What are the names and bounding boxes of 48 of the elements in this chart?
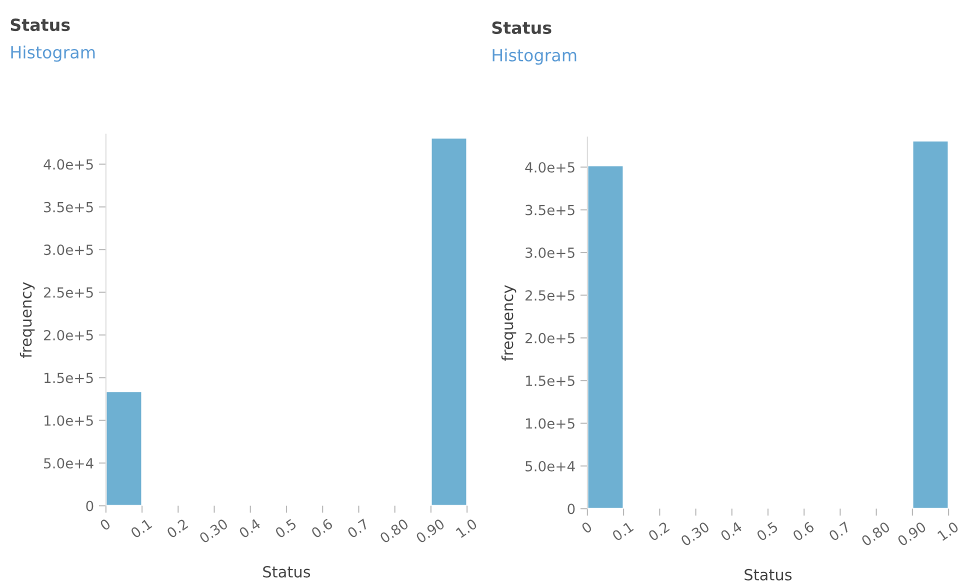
x-tick-label: 0.90: [896, 521, 927, 546]
y-axis-title: frequency: [501, 285, 516, 361]
x-tick-label: 0.1: [130, 518, 152, 538]
x-tick-label: 0.4: [238, 518, 262, 538]
y-tick-label: 2.0e+5: [44, 330, 93, 340]
x-tick-label: 0.7: [828, 521, 851, 542]
x-tick-label: 0: [580, 521, 593, 534]
y-tick-label: 5.0e+4: [526, 460, 575, 472]
x-tick-label: 0.30: [680, 521, 710, 546]
y-tick-label: 4.0e+5: [44, 159, 93, 170]
y-axis-title: frequency: [20, 282, 35, 358]
x-tick-label: 0.7: [346, 518, 370, 538]
x-tick-label: 0.2: [648, 521, 670, 542]
y-tick-label: 2.5e+5: [526, 290, 574, 301]
y-tick-label: 1.5e+5: [44, 372, 93, 384]
chart-title: Status: [492, 21, 552, 34]
x-tick-label: 0.90: [415, 518, 446, 544]
x-tick-label: 0.2: [166, 518, 188, 538]
y-tick-label: 2.0e+5: [526, 332, 574, 344]
x-tick-label: 1.0: [456, 518, 478, 538]
x-tick-label: 0.6: [792, 521, 815, 542]
x-tick-label: 0.1: [612, 521, 634, 542]
y-tick-label: 1.5e+5: [526, 376, 574, 386]
chart-subtitle: Histogram: [492, 48, 576, 65]
y-tick-label: 3.5e+5: [44, 202, 93, 212]
y-tick-label: 3.0e+5: [44, 244, 93, 256]
x-tick-label: 0.80: [379, 518, 410, 544]
x-axis-title: Status: [263, 566, 310, 578]
x-tick-label: 0.5: [274, 518, 297, 538]
x-tick-label: 0: [99, 518, 112, 531]
x-tick-label: 0.6: [310, 518, 334, 538]
chart-title: Status: [10, 18, 70, 32]
x-tick-label: 1.0: [937, 521, 960, 542]
y-tick-label: 0: [568, 504, 575, 514]
x-tick-label: 0.4: [720, 521, 743, 542]
x-tick-label: 0.30: [198, 518, 228, 544]
chart-subtitle: Histogram: [11, 46, 95, 62]
x-tick-label: 0.80: [860, 521, 891, 546]
y-tick-label: 3.0e+5: [526, 247, 574, 258]
y-tick-label: 4.0e+5: [525, 162, 574, 173]
x-tick-label: 0.5: [756, 521, 778, 542]
y-tick-label: 0: [86, 500, 94, 512]
y-tick-label: 5.0e+4: [44, 458, 94, 469]
y-tick-label: 1.0e+5: [44, 415, 93, 426]
y-tick-label: 3.5e+5: [526, 204, 574, 216]
y-tick-label: 2.5e+5: [44, 287, 93, 298]
y-tick-label: 1.0e+5: [526, 418, 574, 429]
x-axis-title: Status: [744, 568, 792, 580]
